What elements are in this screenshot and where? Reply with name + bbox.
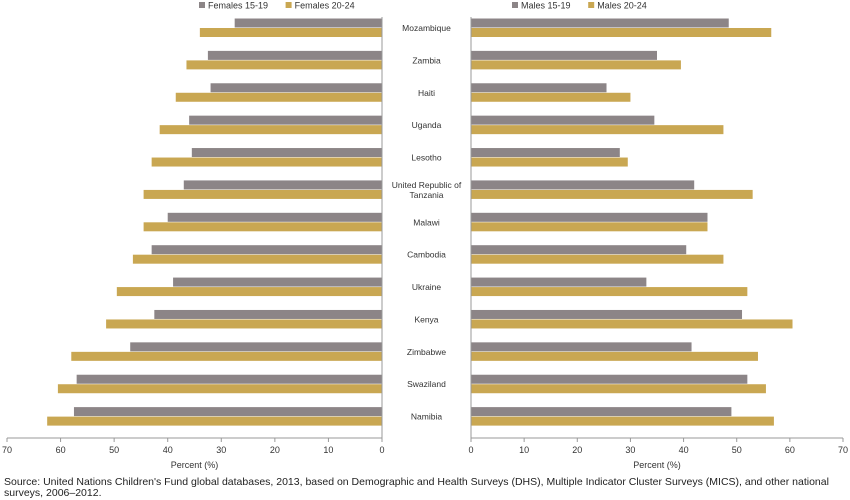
bar-females-20-24-lesotho: [151, 157, 382, 167]
bar-females-15-19-zimbabwe: [130, 342, 382, 352]
bar-females-15-19-uganda: [189, 115, 382, 125]
bar-females-15-19-swaziland: [76, 374, 383, 384]
x-tick-label-females: 0: [379, 445, 384, 455]
x-tick-label-males: 70: [838, 445, 848, 455]
x-tick-label-females: 60: [56, 445, 66, 455]
legend-swatch-females-1: [285, 2, 292, 8]
legend-label-females-1: Females 20-24: [295, 1, 355, 11]
category-label-zambia: Zambia: [412, 55, 441, 65]
bar-females-15-19-mozambique: [234, 18, 382, 28]
bar-males-20-24-zimbabwe: [471, 351, 758, 361]
bar-males-15-19-malawi: [471, 212, 708, 222]
bar-females-20-24-zimbabwe: [71, 351, 383, 361]
bar-males-20-24-united-republic-of-tanzania: [471, 189, 753, 199]
bar-females-20-24-malawi: [143, 222, 382, 232]
bar-females-15-19-haiti: [210, 83, 382, 93]
bar-males-15-19-kenya: [471, 309, 743, 319]
bar-females-20-24-zambia: [186, 60, 382, 70]
bar-males-20-24-malawi: [471, 222, 708, 232]
x-tick-label-males: 30: [625, 445, 635, 455]
x-tick-label-males: 10: [519, 445, 529, 455]
category-label-united-republic-of-tanzania: Tanzania: [409, 190, 443, 200]
bar-females-15-19-ukraine: [173, 277, 382, 287]
bar-females-15-19-united-republic-of-tanzania: [183, 180, 382, 190]
category-label-namibia: Namibia: [411, 412, 442, 422]
x-tick-label-males: 20: [572, 445, 582, 455]
bar-males-20-24-kenya: [471, 319, 793, 329]
category-label-malawi: Malawi: [413, 217, 440, 227]
x-axis-title-females: Percent (%): [171, 460, 219, 470]
bar-males-20-24-cambodia: [471, 254, 724, 264]
bar-males-15-19-lesotho: [471, 148, 620, 158]
bar-males-15-19-mozambique: [471, 18, 729, 28]
x-tick-label-males: 50: [732, 445, 742, 455]
category-label-haiti: Haiti: [418, 88, 435, 98]
x-tick-label-males: 0: [468, 445, 473, 455]
bar-males-15-19-united-republic-of-tanzania: [471, 180, 695, 190]
x-tick-label-females: 40: [163, 445, 173, 455]
category-label-zimbabwe: Zimbabwe: [407, 347, 446, 357]
bar-males-20-24-zambia: [471, 60, 681, 70]
x-tick-label-males: 60: [785, 445, 795, 455]
bar-males-20-24-haiti: [471, 92, 631, 102]
bar-males-15-19-zambia: [471, 50, 657, 60]
bar-females-15-19-malawi: [167, 212, 382, 222]
x-tick-label-males: 40: [679, 445, 689, 455]
bar-females-20-24-namibia: [47, 416, 383, 426]
bar-females-15-19-namibia: [73, 407, 382, 417]
x-tick-label-females: 20: [270, 445, 280, 455]
bar-females-15-19-lesotho: [191, 148, 382, 158]
category-label-swaziland: Swaziland: [407, 379, 446, 389]
legend-swatch-males-1: [588, 2, 595, 8]
bar-females-20-24-ukraine: [116, 287, 383, 297]
bar-males-20-24-swaziland: [471, 384, 766, 394]
bar-males-15-19-zimbabwe: [471, 342, 692, 352]
bar-males-15-19-ukraine: [471, 277, 647, 287]
x-tick-label-females: 70: [2, 445, 12, 455]
source-note: Source: United Nations Children's Fund g…: [4, 476, 829, 499]
legend-label-males-0: Males 15-19: [521, 1, 571, 11]
category-label-kenya: Kenya: [414, 314, 438, 324]
bar-males-20-24-ukraine: [471, 287, 748, 297]
bar-females-20-24-kenya: [106, 319, 382, 329]
bar-females-15-19-cambodia: [151, 245, 382, 255]
bar-females-20-24-united-republic-of-tanzania: [143, 189, 382, 199]
bar-males-15-19-uganda: [471, 115, 655, 125]
category-label-lesotho: Lesotho: [411, 153, 442, 163]
bar-males-15-19-cambodia: [471, 245, 687, 255]
bar-males-20-24-uganda: [471, 125, 724, 135]
legend-swatch-females-0: [199, 2, 205, 8]
bar-males-15-19-haiti: [471, 83, 607, 93]
legend-label-males-1: Males 20-24: [597, 1, 647, 11]
bar-males-20-24-mozambique: [471, 28, 772, 37]
bar-females-20-24-cambodia: [132, 254, 382, 264]
bar-females-20-24-mozambique: [199, 28, 382, 37]
bar-males-15-19-swaziland: [471, 374, 748, 384]
bar-females-15-19-zambia: [207, 50, 382, 60]
x-tick-label-females: 10: [323, 445, 333, 455]
x-tick-label-females: 30: [216, 445, 226, 455]
bar-males-20-24-namibia: [471, 416, 774, 426]
bar-females-20-24-swaziland: [57, 384, 383, 394]
bar-males-15-19-namibia: [471, 407, 732, 417]
bar-females-20-24-haiti: [175, 92, 382, 102]
category-label-united-republic-of-tanzania: United Republic of: [392, 180, 462, 190]
legend-label-females-0: Females 15-19: [208, 1, 268, 11]
bar-males-20-24-lesotho: [471, 157, 628, 167]
bar-females-15-19-kenya: [154, 309, 382, 319]
x-axis-title-males: Percent (%): [633, 460, 681, 470]
bar-females-20-24-uganda: [159, 125, 382, 135]
category-label-uganda: Uganda: [412, 120, 442, 130]
category-label-cambodia: Cambodia: [407, 250, 446, 260]
category-label-ukraine: Ukraine: [412, 282, 442, 292]
category-label-mozambique: Mozambique: [402, 23, 451, 33]
legend-swatch-males-0: [512, 2, 518, 8]
x-tick-label-females: 50: [109, 445, 119, 455]
